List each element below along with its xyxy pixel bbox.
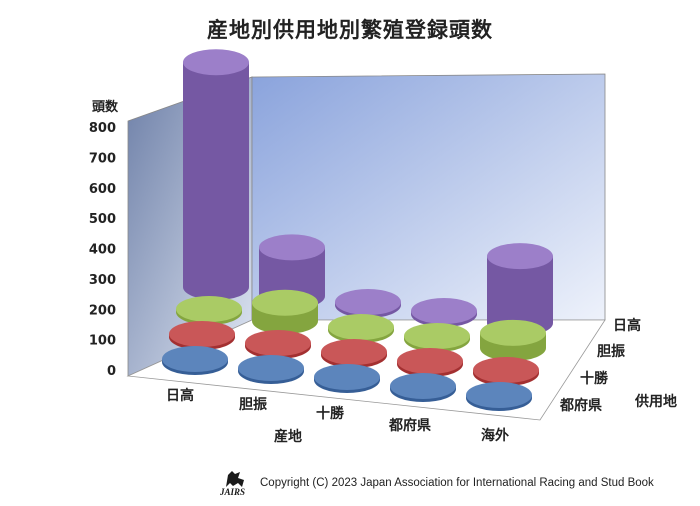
bar-日高-日高: [183, 49, 249, 300]
z-tick-label: 胆振: [597, 343, 625, 360]
bar-十勝-海外: [473, 357, 539, 386]
bar-胆振-都府県: [404, 323, 470, 352]
bar-top: [390, 373, 456, 399]
y-tick-label: 400: [89, 243, 116, 258]
x-tick-label: 胆振: [239, 396, 267, 413]
bar-胆振-海外: [480, 319, 546, 361]
bar-十勝-日高: [169, 321, 235, 350]
x-tick-label: 日高: [166, 387, 194, 404]
bar-top: [245, 330, 311, 356]
bar-都府県-胆振: [238, 355, 304, 384]
logo-text: JAIRS: [220, 487, 246, 497]
copyright-text: Copyright (C) 2023 Japan Association for…: [260, 477, 654, 489]
y-tick-label: 300: [89, 273, 116, 288]
z-tick-label: 都府県: [559, 397, 602, 414]
x-axis-label: 産地: [274, 428, 302, 445]
bar-body: [183, 62, 249, 300]
bar-都府県-日高: [162, 346, 228, 375]
x-tick-label: 都府県: [388, 417, 431, 434]
bar-top: [487, 243, 553, 270]
y-tick-label: 200: [89, 303, 116, 318]
y-tick-label: 0: [107, 364, 116, 379]
bar-十勝-十勝: [321, 339, 387, 368]
z-axis-label: 供用地: [634, 393, 677, 410]
x-tick-label: 十勝: [316, 405, 345, 422]
z-tick-label: 十勝: [580, 370, 609, 387]
bar-top: [238, 355, 304, 381]
bar-top: [411, 298, 477, 324]
bar-胆振-日高: [176, 296, 242, 325]
bar-top: [321, 339, 387, 365]
footer: JAIRS Copyright (C) 2023 Japan Associati…: [218, 466, 654, 500]
y-tick-label: 100: [89, 334, 116, 349]
bar-top: [335, 289, 401, 315]
z-tick-label: 日高: [613, 317, 641, 334]
y-axis-label: 頭数: [92, 99, 119, 115]
y-tick-label: 700: [89, 151, 116, 166]
bar-都府県-海外: [466, 382, 532, 411]
bar-日高-十勝: [335, 289, 401, 318]
bar-胆振-胆振: [252, 289, 318, 334]
bar-top: [259, 234, 325, 261]
bar-top: [252, 289, 318, 316]
bar-top: [176, 296, 242, 322]
bar-top: [183, 49, 249, 76]
y-tick-label: 600: [89, 182, 116, 197]
bar-top: [404, 323, 470, 349]
y-tick-label: 500: [89, 212, 116, 227]
bar-top: [397, 348, 463, 374]
bar-十勝-都府県: [397, 348, 463, 377]
bar-top: [480, 319, 546, 346]
x-tick-label: 海外: [481, 427, 509, 444]
bar-top: [473, 357, 539, 383]
bar-日高-海外: [487, 243, 553, 336]
bar-top: [169, 321, 235, 347]
bar-都府県-十勝: [314, 364, 380, 393]
bar-都府県-都府県: [390, 373, 456, 402]
bar-top: [466, 382, 532, 408]
bar-top: [328, 314, 394, 340]
jairs-logo: JAIRS: [218, 467, 254, 499]
y-tick-label: 800: [89, 121, 116, 136]
bar-body: [487, 256, 553, 336]
bar-top: [162, 346, 228, 372]
bar-日高-都府県: [411, 298, 477, 327]
bar-胆振-十勝: [328, 314, 394, 343]
chart-title: 産地別供用地別繁殖登録頭数: [207, 18, 493, 42]
bar-top: [314, 364, 380, 390]
bar-十勝-胆振: [245, 330, 311, 359]
